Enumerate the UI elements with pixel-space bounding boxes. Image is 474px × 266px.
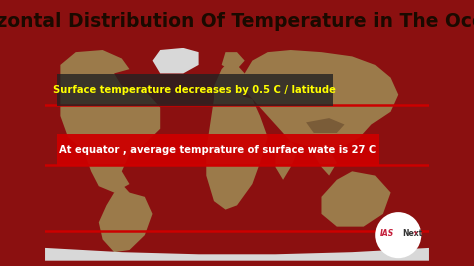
- FancyBboxPatch shape: [56, 74, 333, 106]
- Polygon shape: [153, 48, 199, 73]
- Polygon shape: [443, 0, 474, 43]
- Polygon shape: [214, 61, 252, 103]
- Polygon shape: [275, 142, 299, 180]
- Polygon shape: [60, 50, 160, 193]
- Polygon shape: [114, 184, 129, 210]
- Polygon shape: [306, 118, 345, 133]
- Polygon shape: [222, 52, 245, 69]
- Ellipse shape: [375, 212, 421, 258]
- Text: Next: Next: [402, 228, 422, 238]
- Text: Surface temperature decreases by 0.5 C / latitude: Surface temperature decreases by 0.5 C /…: [54, 85, 336, 95]
- Text: Horizontal Distribution Of Temperature in The Oceans: Horizontal Distribution Of Temperature i…: [0, 12, 474, 31]
- Polygon shape: [314, 150, 337, 176]
- Polygon shape: [99, 193, 153, 252]
- Text: ✈: ✈: [413, 231, 418, 235]
- Text: At equator , average temprature of surface wate is 27 C: At equator , average temprature of surfa…: [59, 145, 376, 155]
- Polygon shape: [245, 50, 398, 150]
- Polygon shape: [206, 95, 268, 210]
- FancyBboxPatch shape: [56, 134, 379, 166]
- Text: IAS: IAS: [380, 228, 394, 238]
- Polygon shape: [45, 248, 429, 261]
- Polygon shape: [321, 171, 391, 227]
- Polygon shape: [0, 0, 31, 43]
